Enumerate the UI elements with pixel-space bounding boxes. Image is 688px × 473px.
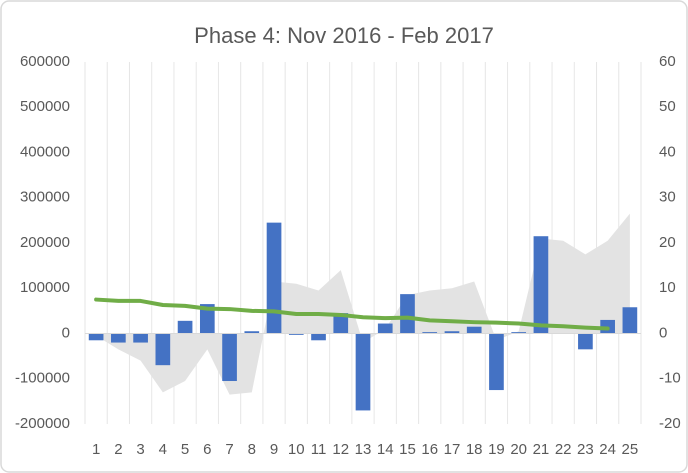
bar bbox=[355, 333, 371, 411]
bar bbox=[511, 332, 527, 334]
bar bbox=[199, 304, 215, 334]
x-tick-label: 2 bbox=[114, 441, 122, 458]
x-tick-label: 1 bbox=[92, 441, 100, 458]
y2-tick-label: 30 bbox=[659, 189, 676, 206]
bar bbox=[222, 333, 237, 382]
bar bbox=[489, 333, 504, 391]
bar bbox=[111, 333, 126, 343]
x-tick-label: 21 bbox=[533, 441, 550, 458]
y2-tick-label: 10 bbox=[659, 279, 676, 296]
bar bbox=[177, 320, 193, 334]
x-tick-label: 10 bbox=[288, 441, 305, 458]
x-tick-label: 22 bbox=[555, 441, 572, 458]
x-tick-label: 23 bbox=[577, 441, 594, 458]
bar bbox=[533, 236, 549, 334]
x-tick-label: 8 bbox=[248, 441, 256, 458]
bar bbox=[578, 333, 593, 350]
x-tick-label: 18 bbox=[466, 441, 483, 458]
x-tick-label: 9 bbox=[270, 441, 278, 458]
y-tick-label: 200000 bbox=[20, 234, 70, 251]
y-tick-label: 100000 bbox=[20, 279, 70, 296]
y-tick-label: 400000 bbox=[20, 143, 70, 160]
x-tick-label: 5 bbox=[181, 441, 189, 458]
bar bbox=[400, 294, 415, 334]
x-tick-label: 13 bbox=[355, 441, 372, 458]
bar bbox=[88, 333, 104, 341]
chart-title: Phase 4: Nov 2016 - Feb 2017 bbox=[194, 23, 494, 48]
x-tick-label: 19 bbox=[488, 441, 505, 458]
y-tick-label: 500000 bbox=[20, 98, 70, 115]
bar bbox=[422, 332, 438, 334]
y2-tick-label: -20 bbox=[659, 415, 681, 432]
bar bbox=[288, 333, 304, 335]
bar bbox=[444, 331, 460, 334]
y2-tick-label: 40 bbox=[659, 143, 676, 160]
x-tick-label: 3 bbox=[136, 441, 144, 458]
x-tick-label: 11 bbox=[311, 441, 327, 458]
y-tick-label: -200000 bbox=[15, 415, 70, 432]
x-tick-label: 7 bbox=[225, 441, 233, 458]
y2-tick-label: 60 bbox=[659, 53, 676, 70]
x-tick-label: 4 bbox=[159, 441, 167, 458]
bar bbox=[377, 323, 393, 334]
bar bbox=[155, 333, 171, 366]
x-tick-label: 16 bbox=[421, 441, 438, 458]
x-tick-label: 15 bbox=[399, 441, 416, 458]
y2-tick-label: 20 bbox=[659, 234, 676, 251]
x-tick-label: 17 bbox=[444, 441, 461, 458]
bar bbox=[333, 313, 349, 334]
y-tick-label: 600000 bbox=[20, 53, 70, 70]
bar bbox=[466, 326, 482, 334]
x-tick-label: 25 bbox=[622, 441, 639, 458]
y2-tick-label: 0 bbox=[659, 324, 667, 341]
bar bbox=[244, 331, 260, 334]
y2-tick-label: 50 bbox=[659, 98, 676, 115]
y-tick-label: -100000 bbox=[15, 370, 70, 387]
y-tick-label: 300000 bbox=[20, 189, 70, 206]
bar bbox=[311, 333, 326, 341]
line bbox=[94, 297, 610, 331]
y-tick-label: 0 bbox=[62, 324, 70, 341]
y2-tick-label: -10 bbox=[659, 370, 681, 387]
bar bbox=[133, 333, 148, 343]
x-tick-label: 14 bbox=[377, 441, 394, 458]
bar bbox=[266, 222, 282, 334]
x-tick-label: 24 bbox=[599, 441, 616, 458]
bar bbox=[622, 307, 638, 334]
x-tick-label: 12 bbox=[332, 441, 349, 458]
x-tick-label: 20 bbox=[510, 441, 527, 458]
x-tick-label: 6 bbox=[203, 441, 211, 458]
